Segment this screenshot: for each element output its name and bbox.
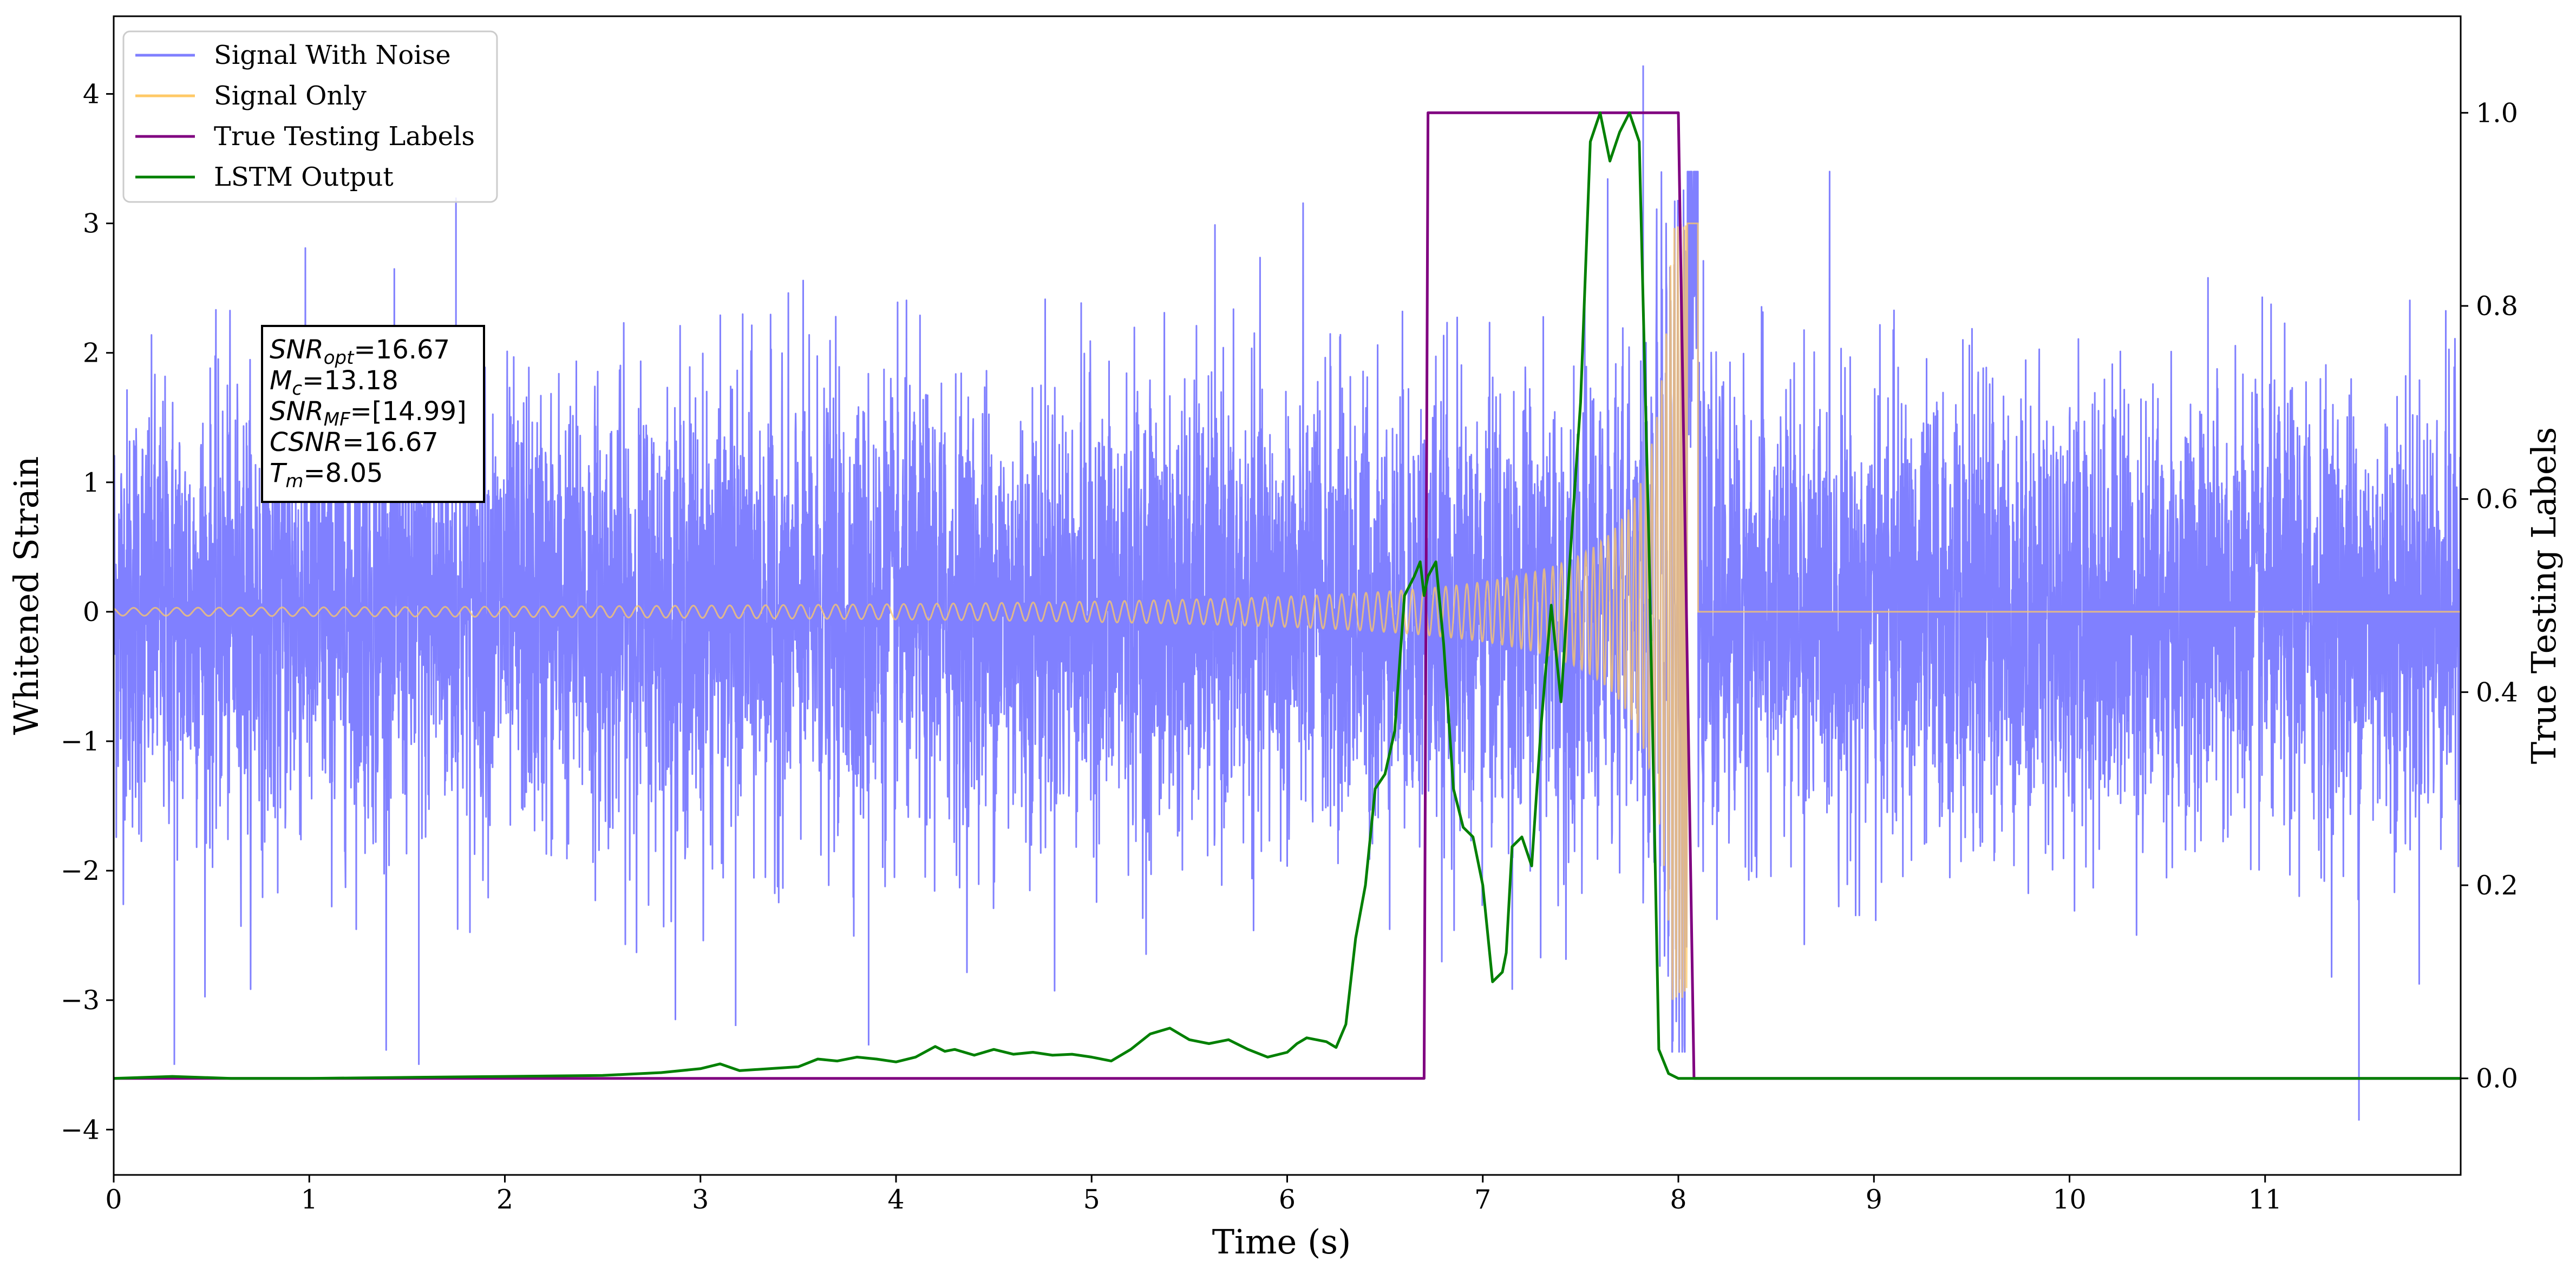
annotation-line-csnr: CSNR=16.67 <box>270 427 439 458</box>
x-tick-label: 3 <box>692 1184 709 1215</box>
x-tick-label: 1 <box>301 1184 318 1215</box>
annotation-frame <box>261 325 485 503</box>
annotation-line-snr-mf: SNRMF=[14.99] <box>270 396 467 430</box>
signal-only-line <box>114 223 2461 1000</box>
legend-box <box>122 30 498 203</box>
series-lstm-output <box>114 111 2461 1080</box>
annotation-line-merger-time: Tm=8.05 <box>270 458 383 492</box>
x-axis-title: Time (s) <box>1212 1222 1351 1262</box>
legend-label-signal-with-noise: Signal With Noise <box>214 40 451 70</box>
legend-label-true-testing-labels: True Testing Labels <box>214 121 475 152</box>
y2-tick-label: 1.0 <box>2476 97 2518 128</box>
annotation-line-snr-opt: SNRopt=16.67 <box>270 335 450 369</box>
y-axis-title: Whitened Strain <box>6 456 46 735</box>
x-tick-label: 6 <box>1279 1184 1296 1215</box>
legend: Signal With Noise Signal Only True Testi… <box>122 30 498 203</box>
y-tick-label: 3 <box>83 208 100 239</box>
y-tick-label: −1 <box>61 726 100 757</box>
y2-tick-label: 0.0 <box>2476 1063 2518 1094</box>
y2-tick-label: 0.4 <box>2476 677 2518 708</box>
y-tick-label: 2 <box>83 338 100 369</box>
legend-label-signal-only: Signal Only <box>214 81 367 111</box>
y2-tick-label: 0.8 <box>2476 291 2518 322</box>
y-tick-label: −2 <box>61 855 100 886</box>
x-tick-label: 11 <box>2248 1184 2282 1215</box>
y2-tick-label: 0.6 <box>2476 484 2518 515</box>
y2-axis-title: True Testing Labels <box>2524 427 2564 765</box>
lstm-output-line <box>114 111 2461 1080</box>
y-tick-label: 1 <box>83 467 100 498</box>
x-tick-label: 2 <box>496 1184 513 1215</box>
x-tick-label: 4 <box>887 1184 904 1215</box>
y-tick-label: 4 <box>83 79 100 109</box>
x-tick-label: 0 <box>105 1184 122 1215</box>
legend-label-lstm-output: LSTM Output <box>214 162 394 192</box>
x-tick-label: 5 <box>1083 1184 1100 1215</box>
x-tick-label: 10 <box>2052 1184 2086 1215</box>
x-axis: 0 1 2 3 4 5 6 7 8 9 10 11 <box>105 1175 2282 1215</box>
y-axis-right: 0.0 0.2 0.4 0.6 0.8 1.0 <box>2461 97 2518 1094</box>
annotation-line-chirp-mass: Mc=13.18 <box>270 365 398 400</box>
y-axis-left: −4 −3 −2 −1 0 1 2 3 4 <box>61 79 114 1145</box>
series-signal-only <box>114 223 2461 1000</box>
annotation-box: SNRopt=16.67 Mc=13.18 SNRMF=[14.99] CSNR… <box>261 325 485 503</box>
y-tick-label: −3 <box>61 985 100 1016</box>
x-tick-label: 7 <box>1474 1184 1491 1215</box>
y-tick-label: 0 <box>83 597 100 628</box>
x-tick-label: 9 <box>1866 1184 1882 1215</box>
y2-tick-label: 0.2 <box>2476 870 2518 901</box>
x-tick-label: 8 <box>1670 1184 1686 1215</box>
y-tick-label: −4 <box>61 1114 100 1145</box>
